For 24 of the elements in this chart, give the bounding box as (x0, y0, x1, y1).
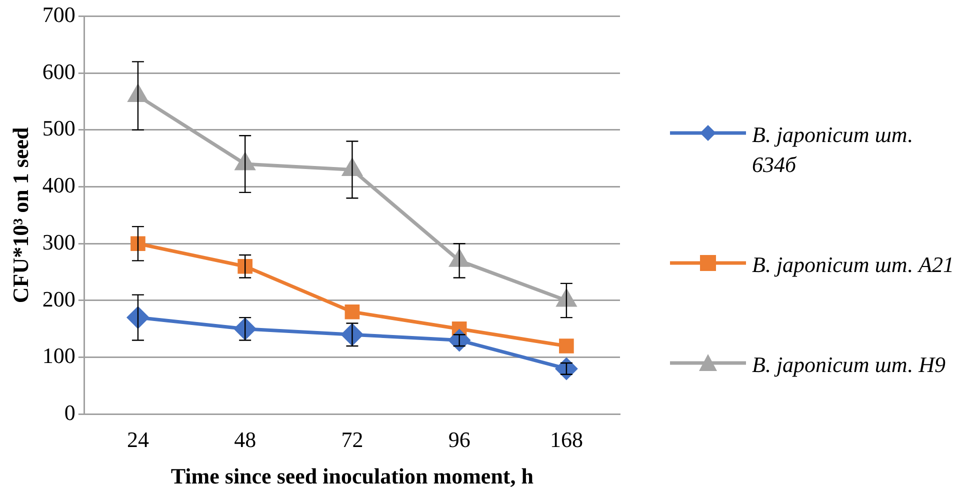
y-tick-label: 700 (42, 2, 76, 27)
y-tick-label: 600 (42, 58, 76, 84)
point (238, 258, 252, 274)
y-tick-label: 300 (42, 229, 76, 254)
y-tick-label: 0 (64, 400, 76, 425)
x-tick-label: 48 (234, 427, 256, 452)
x-tick-label: 72 (341, 427, 364, 452)
legend-label: B. japonicum шт. A21 (752, 251, 954, 279)
x-tick-label: 24 (126, 427, 149, 452)
y-tick-label: 400 (42, 172, 76, 198)
legend-label: B. japonicum шт. 634б (752, 121, 914, 179)
point (448, 330, 470, 352)
y-tick-label: 500 (42, 116, 76, 141)
point (130, 236, 146, 252)
point (344, 304, 360, 320)
y-axis-title: CFU*10³ on 1 seed (8, 127, 33, 304)
point (559, 338, 574, 354)
y-tick-label: 200 (42, 286, 76, 312)
x-tick-label: 96 (448, 427, 470, 452)
x-tick-label: 168 (550, 427, 583, 452)
legend-label: B. japonicum шт. H9 (752, 351, 946, 379)
x-axis-title: Time since seed inoculation moment, h (170, 463, 534, 488)
y-tick-label: 100 (42, 343, 76, 368)
point (556, 358, 578, 380)
